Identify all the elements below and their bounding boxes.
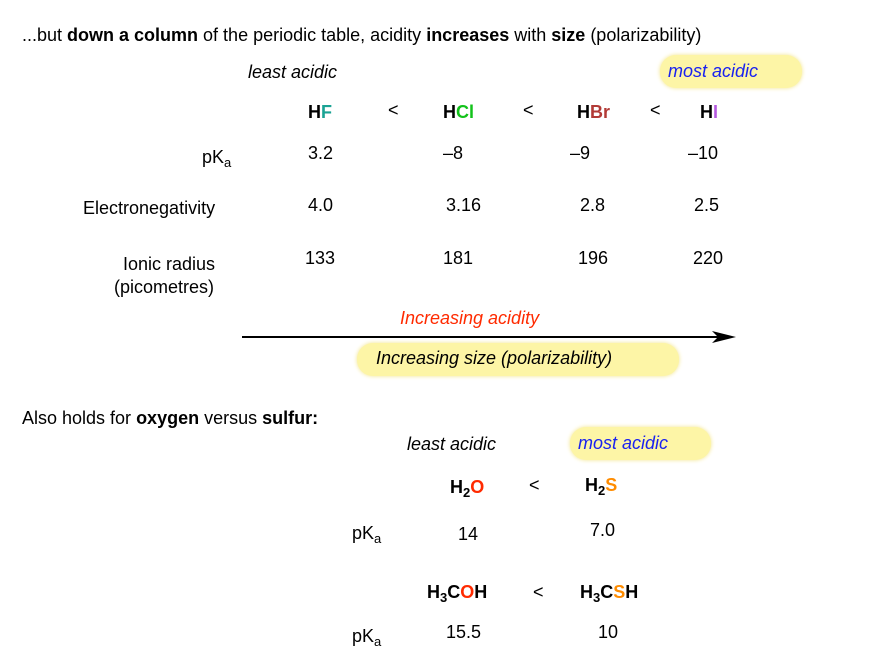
h-atom: H xyxy=(580,582,593,602)
pka-text: pK xyxy=(352,626,375,646)
heading-bold: sulfur: xyxy=(262,408,319,428)
heading-text: Also holds for xyxy=(22,408,137,428)
pka-value: 15.5 xyxy=(446,622,482,642)
formula-methanol: H3COH xyxy=(427,581,488,605)
c-atom: C xyxy=(600,582,614,602)
title-bold: size xyxy=(551,25,586,45)
pka-label: pKa xyxy=(202,146,232,170)
h-atom: H xyxy=(443,102,456,122)
less-than: < xyxy=(529,475,540,495)
title-text: (polarizability) xyxy=(585,25,702,45)
formula-hcl: HCl xyxy=(443,101,474,123)
title-bold: down a column xyxy=(67,25,199,45)
en-value: 2.8 xyxy=(580,195,606,215)
h-atom: H xyxy=(450,477,463,497)
pka-label: pKa xyxy=(352,522,382,546)
halogen-atom: I xyxy=(713,102,719,122)
h-atom: H xyxy=(700,102,713,122)
h-atom: H xyxy=(308,102,321,122)
formula-hf: HF xyxy=(308,101,332,123)
less-than: < xyxy=(650,100,661,120)
oxygen-atom: O xyxy=(460,582,475,602)
increasing-size-label: Increasing size (polarizability) xyxy=(376,348,613,368)
en-value: 3.16 xyxy=(446,195,482,215)
formula-h2o: H2O xyxy=(450,476,485,500)
title-text: ...but xyxy=(22,25,68,45)
electronegativity-label: Electronegativity xyxy=(83,198,216,218)
most-acidic-highlight xyxy=(570,427,711,460)
most-acidic-label: most acidic xyxy=(578,433,669,453)
ionic-radius-label: Ionic radius xyxy=(123,254,216,274)
most-acidic-label: most acidic xyxy=(668,61,759,81)
formula-hbr: HBr xyxy=(577,101,610,123)
formula-hi: HI xyxy=(700,101,718,123)
en-value: 2.5 xyxy=(694,195,720,215)
size-highlight xyxy=(357,343,679,376)
subscript: 3 xyxy=(440,590,448,605)
title-text: of the periodic table, acidity xyxy=(198,25,427,45)
least-acidic-label: least acidic xyxy=(407,434,497,454)
title: ...but down a column of the periodic tab… xyxy=(22,24,701,46)
title-bold: increases xyxy=(426,25,510,45)
most-acidic-highlight xyxy=(660,55,802,88)
arrow-right-icon xyxy=(242,331,736,343)
increasing-acidity-label: Increasing acidity xyxy=(400,308,540,328)
h-atom: H xyxy=(427,582,440,602)
ionic-radius-unit: (picometres) xyxy=(114,277,215,297)
least-acidic-label: least acidic xyxy=(248,62,338,82)
pka-subscript: a xyxy=(224,155,232,170)
less-than: < xyxy=(388,100,399,120)
pka-subscript: a xyxy=(374,634,382,649)
pka-value: 10 xyxy=(598,622,619,642)
pka-value: –9 xyxy=(570,143,591,163)
h-atom: H xyxy=(585,475,598,495)
sulfur-atom: S xyxy=(605,475,618,495)
subscript: 2 xyxy=(598,483,606,498)
pka-value: 3.2 xyxy=(308,143,334,163)
less-than: < xyxy=(523,100,534,120)
halogen-atom: Br xyxy=(590,102,611,122)
radius-value: 133 xyxy=(305,248,336,268)
h-atom: H xyxy=(625,582,639,602)
pka-value: –10 xyxy=(688,143,719,163)
pka-label: pKa xyxy=(352,625,382,649)
halogen-atom: Cl xyxy=(456,102,474,122)
pka-value: 7.0 xyxy=(590,520,616,540)
title-text: with xyxy=(509,25,552,45)
pka-subscript: a xyxy=(374,531,382,546)
h-atom: H xyxy=(474,582,488,602)
heading-text: versus xyxy=(199,408,263,428)
en-value: 4.0 xyxy=(308,195,334,215)
radius-value: 181 xyxy=(443,248,474,268)
pka-text: pK xyxy=(202,147,225,167)
formula-h2s: H2S xyxy=(585,474,618,498)
pka-value: 14 xyxy=(458,524,479,544)
heading-bold: oxygen xyxy=(136,408,200,428)
oxygen-sulfur-heading: Also holds for oxygen versus sulfur: xyxy=(22,407,318,429)
formula-methanethiol: H3CSH xyxy=(580,581,639,605)
pka-value: –8 xyxy=(443,143,464,163)
h-atom: H xyxy=(577,102,590,122)
pka-text: pK xyxy=(352,523,375,543)
radius-value: 220 xyxy=(693,248,724,268)
c-atom: C xyxy=(447,582,461,602)
less-than: < xyxy=(533,582,544,602)
halogen-atom: F xyxy=(321,102,332,122)
radius-value: 196 xyxy=(578,248,609,268)
oxygen-atom: O xyxy=(470,477,485,497)
subscript: 3 xyxy=(593,590,601,605)
subscript: 2 xyxy=(463,485,471,500)
sulfur-atom: S xyxy=(613,582,626,602)
